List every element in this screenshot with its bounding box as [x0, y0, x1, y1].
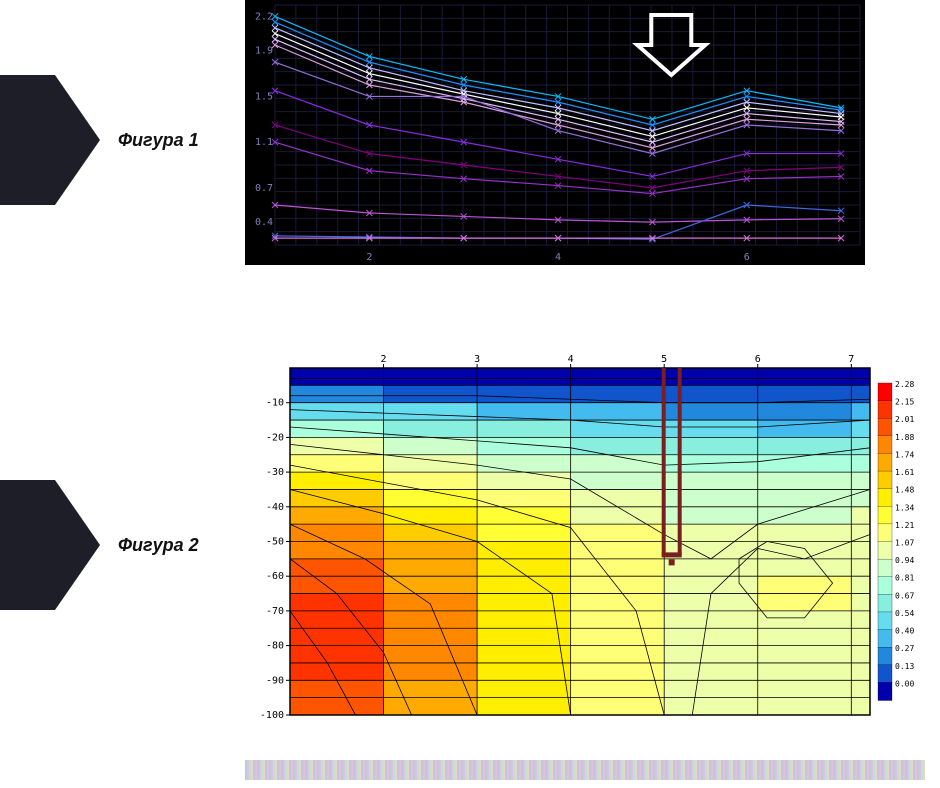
svg-text:-40: -40 [266, 502, 284, 513]
figure-label-2: Фигура 2 [0, 480, 199, 610]
svg-text:1.5: 1.5 [255, 91, 273, 102]
svg-text:3: 3 [474, 354, 480, 365]
svg-text:-80: -80 [266, 641, 284, 652]
svg-text:-30: -30 [266, 467, 284, 478]
svg-text:1.1: 1.1 [255, 137, 273, 148]
svg-text:0.4: 0.4 [255, 217, 273, 228]
svg-text:-20: -20 [266, 432, 284, 443]
svg-text:-100: -100 [260, 710, 284, 720]
svg-text:5: 5 [661, 354, 667, 365]
svg-text:1.9: 1.9 [255, 46, 273, 57]
svg-text:4: 4 [568, 354, 574, 365]
svg-text:-90: -90 [266, 675, 284, 686]
figure-label-1: Фигура 1 [0, 75, 199, 205]
figure-2-caption: Фигура 2 [118, 535, 199, 556]
svg-text:-10: -10 [266, 398, 284, 409]
arrow-shape [0, 480, 100, 610]
svg-text:0.67: 0.67 [895, 591, 914, 600]
svg-text:2: 2 [366, 252, 372, 263]
svg-text:6: 6 [755, 354, 761, 365]
noise-strip [245, 760, 925, 780]
svg-text:1.74: 1.74 [895, 450, 914, 459]
figure-1-chart: 2 4 6 0.4 0.7 1.1 1.5 1.9 2.2 [245, 0, 865, 265]
figure-1-caption: Фигура 1 [118, 130, 199, 151]
svg-text:2.01: 2.01 [895, 415, 914, 424]
svg-text:1.34: 1.34 [895, 503, 914, 512]
svg-text:0.7: 0.7 [255, 183, 273, 194]
svg-text:0.00: 0.00 [895, 679, 914, 688]
svg-text:1.48: 1.48 [895, 486, 914, 495]
svg-text:2.15: 2.15 [895, 398, 914, 407]
svg-text:1.88: 1.88 [895, 433, 914, 442]
svg-text:0.81: 0.81 [895, 574, 914, 583]
svg-text:-50: -50 [266, 537, 284, 548]
svg-text:0.54: 0.54 [895, 609, 914, 618]
svg-text:2.28: 2.28 [895, 380, 914, 389]
svg-text:0.13: 0.13 [895, 662, 914, 671]
svg-text:0.94: 0.94 [895, 556, 914, 565]
svg-text:2.2: 2.2 [255, 11, 273, 22]
svg-text:7: 7 [848, 354, 854, 365]
figure-2-chart: 2 3 4 5 6 7 -10 -20 -30 -40 -50 -60 -70 -80 -90 -100 2.2… [245, 350, 925, 720]
svg-text:1.07: 1.07 [895, 539, 914, 548]
svg-text:6: 6 [744, 252, 750, 263]
svg-text:4: 4 [555, 252, 561, 263]
svg-text:0.40: 0.40 [895, 627, 914, 636]
svg-text:-70: -70 [266, 606, 284, 617]
svg-text:1.61: 1.61 [895, 468, 914, 477]
svg-text:2: 2 [381, 354, 387, 365]
arrow-shape [0, 75, 100, 205]
svg-text:-60: -60 [266, 571, 284, 582]
svg-text:0.27: 0.27 [895, 644, 914, 653]
svg-text:1.21: 1.21 [895, 521, 914, 530]
